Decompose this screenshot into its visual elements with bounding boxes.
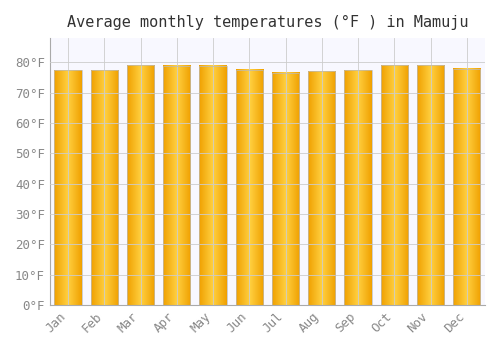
Bar: [308, 71, 336, 305]
Bar: [380, 65, 408, 305]
Bar: [417, 65, 444, 305]
Bar: [200, 66, 226, 305]
Bar: [236, 70, 263, 305]
Bar: [454, 69, 480, 305]
Title: Average monthly temperatures (°F ) in Mamuju: Average monthly temperatures (°F ) in Ma…: [66, 15, 468, 30]
Bar: [90, 70, 118, 305]
Bar: [54, 70, 82, 305]
Bar: [344, 70, 372, 305]
Bar: [127, 65, 154, 305]
Bar: [272, 73, 299, 305]
Bar: [163, 66, 190, 305]
